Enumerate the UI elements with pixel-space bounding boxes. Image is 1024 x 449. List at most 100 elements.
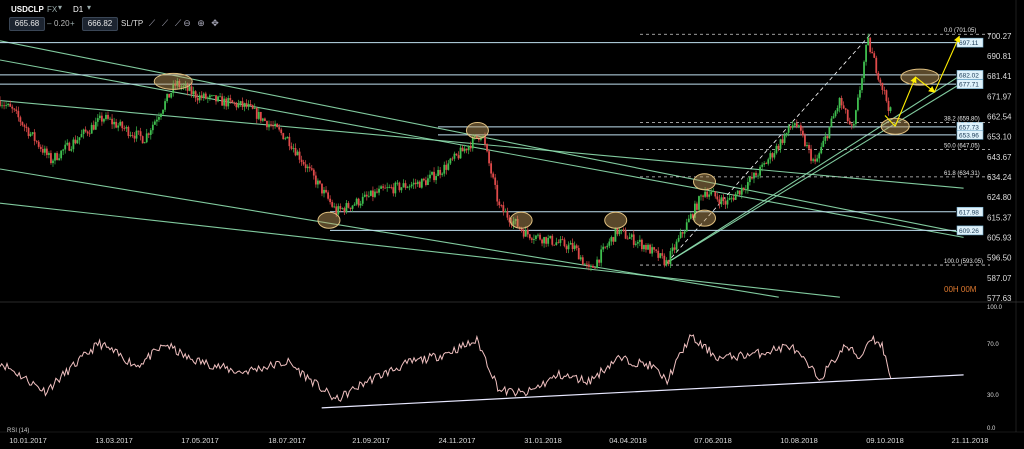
candle-body (351, 205, 354, 209)
candle-body (406, 187, 409, 189)
candle-body (129, 135, 132, 136)
x-tick-label: 21.11.2018 (952, 436, 989, 445)
dashed-trend-line (666, 34, 871, 264)
candle-body (622, 229, 625, 231)
candle-body (777, 145, 780, 149)
candle-body (657, 250, 660, 258)
bid-price-button[interactable]: 665.68 (9, 17, 45, 31)
y-tick-label: 662.54 (987, 113, 1012, 122)
candle-body (726, 199, 729, 205)
candle-body (56, 153, 58, 160)
candle-body (335, 206, 338, 215)
candle-body (836, 108, 839, 112)
candle-body (369, 190, 372, 196)
candle-body (345, 203, 348, 213)
candle-body (691, 214, 694, 218)
candle-body (724, 201, 727, 205)
candle-body (425, 180, 427, 185)
candle-body (702, 195, 704, 197)
zoom-out-icon[interactable]: ⊖ (183, 18, 191, 28)
candle-body (261, 118, 264, 121)
candle-body (832, 116, 835, 119)
candle-body (27, 128, 30, 137)
candle-body (94, 121, 97, 130)
y-tick-label: 634.24 (987, 173, 1012, 182)
candle-body (598, 259, 601, 263)
candle-body (290, 146, 293, 149)
candle-body (319, 180, 321, 184)
highlight-ellipse (465, 122, 489, 140)
candle-body (785, 132, 788, 136)
candle-body (62, 149, 65, 151)
candle-body (814, 159, 817, 162)
candle-body (98, 115, 101, 119)
candle-body (683, 231, 686, 234)
rsi-tick-label: 30.0 (987, 393, 999, 399)
candle-body (555, 242, 558, 245)
candle-body (58, 158, 60, 160)
zoom-in-icon[interactable]: ⊕ (197, 18, 205, 28)
candle-body (720, 197, 723, 205)
level-label: 657.73 (959, 124, 979, 131)
candle-body (264, 118, 266, 121)
candle-body (21, 122, 24, 126)
symbol-label[interactable]: USDCLP (11, 5, 44, 14)
candle-body (606, 245, 609, 248)
candle-body (445, 164, 448, 170)
sl-tp-button[interactable]: SL/TP (121, 19, 144, 28)
candle-body (394, 182, 397, 194)
candle-body (115, 121, 118, 128)
candle-body (722, 197, 725, 202)
candle-body (675, 241, 678, 250)
projection-layer (884, 35, 961, 127)
candle-body (78, 137, 81, 141)
line-tool-icon[interactable]: ⟋ (148, 18, 156, 28)
crosshair-icon[interactable]: ✥ (211, 18, 219, 28)
candle-body (96, 118, 99, 122)
candle-body (824, 136, 827, 141)
candle-body (255, 107, 258, 119)
level-label: 682.02 (959, 72, 979, 79)
fibonacci-levels-layer: 0.0 (701.05) 38.2 (659.80) 50.0 (647.05) 61… (640, 28, 990, 266)
symbol-dropdown-icon[interactable]: ▾ (58, 3, 63, 12)
candle-body (382, 186, 385, 188)
candle-body (453, 153, 456, 159)
line-style-icon[interactable]: ⟋ (161, 18, 169, 28)
candle-body (504, 211, 507, 213)
fibonacci-label: 38.2 (659.80) (944, 116, 980, 122)
trend-line (0, 100, 964, 189)
candle-body (850, 124, 853, 126)
candle-body (498, 201, 501, 206)
ask-price-button[interactable]: 666.82 (82, 17, 118, 31)
candle-body (125, 127, 128, 129)
candle-body (571, 242, 574, 250)
candle-body (15, 109, 18, 111)
candle-body (48, 153, 50, 155)
candle-body (400, 187, 403, 191)
candle-body (484, 135, 486, 145)
candle-body (374, 191, 376, 197)
candle-body (795, 123, 798, 127)
candle-body (781, 139, 784, 143)
level-label: 677.71 (959, 82, 979, 89)
candle-body (213, 95, 215, 97)
candle-body (239, 101, 242, 104)
candle-body (7, 103, 10, 106)
highlight-ellipse (693, 173, 717, 191)
candle-body (459, 147, 462, 159)
candle-body (455, 153, 458, 156)
candle-body (52, 160, 54, 164)
candle-body (783, 135, 786, 143)
candle-body (325, 189, 327, 193)
candle-body (793, 123, 796, 126)
candle-body (314, 175, 317, 185)
draw-tool-icon[interactable]: ⟋ (174, 18, 182, 28)
candle-body (404, 183, 407, 188)
candle-body (643, 245, 645, 250)
candle-body (755, 172, 757, 176)
candle-body (488, 151, 490, 164)
candle-body (541, 239, 543, 244)
timeframe-label[interactable]: D1 (73, 5, 84, 14)
timeframe-dropdown-icon[interactable]: ▾ (87, 3, 92, 12)
